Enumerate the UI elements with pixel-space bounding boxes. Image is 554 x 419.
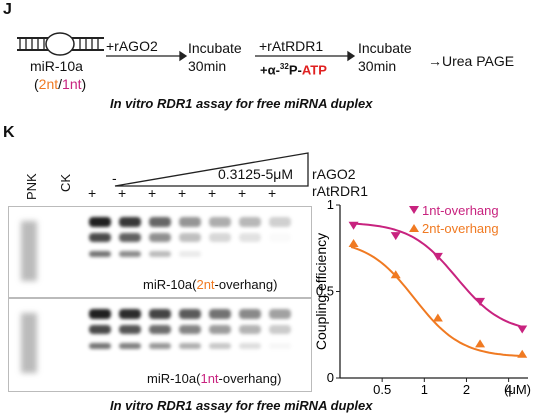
mirna-overhang-label: (2nt/1nt) (34, 76, 87, 92)
data-point-1nt-overhang (390, 232, 401, 241)
y-tick-label: 0.5 (316, 284, 334, 299)
data-point-2nt-overhang (348, 239, 359, 248)
rago2-label: rAGO2 (312, 166, 356, 182)
rago2-concentration: 0.3125-5μM (218, 166, 293, 182)
x-tick-label: 2 (463, 382, 470, 397)
concentration-wedge (114, 152, 309, 187)
legend-entry: 1nt-overhang (422, 203, 499, 218)
panel-j-label: J (3, 1, 12, 18)
fit-curve-1nt-overhang (351, 222, 524, 328)
fit-curve-2nt-overhang (350, 246, 524, 358)
blot-2nt-label: miR-10a(2nt-overhang) (141, 277, 280, 292)
y-axis-label: Coupling efficiency (313, 233, 329, 350)
step-incubate-2-time: 30min (358, 58, 397, 74)
coupling-efficiency-chart: 0 0.5 1 0.5 1 2 4(μM) Coupling efficiency 1nt-ov… (313, 197, 531, 397)
panel-k-caption: In vitro RDR1 assay for free miRNA duple… (110, 398, 373, 413)
workflow-arrows (106, 50, 356, 62)
y-tick-label: 0 (327, 370, 334, 385)
x-unit-label: (μM) (504, 382, 531, 397)
legend-marker (409, 206, 419, 214)
data-point-2nt-overhang (390, 270, 401, 279)
data-point-2nt-overhang (475, 339, 486, 348)
data-point-1nt-overhang (348, 221, 359, 230)
gel-blot-1nt: miR-10a(1nt-overhang) (8, 298, 312, 392)
ratrdr1-label: rAtRDR1 (312, 183, 369, 199)
lane-label-ck: CK (58, 173, 73, 192)
panel-j-caption: In vitro RDR1 assay for free miRNA duple… (110, 96, 373, 111)
step-add-rago2: +rAGO2 (106, 38, 158, 54)
mirna-name: miR-10a (30, 58, 83, 74)
panel-k-label: K (3, 124, 15, 141)
x-tick-label: 0.5 (373, 382, 391, 397)
step-incubate-1: Incubate (188, 40, 242, 56)
step-add-ratrdr1: +rAtRDR1 (259, 38, 324, 54)
lane-label-pnk: PNK (24, 173, 39, 200)
y-tick-label: 1 (327, 197, 334, 212)
minus-sign: - (112, 170, 117, 186)
data-point-1nt-overhang (475, 297, 486, 306)
legend-entry: 2nt-overhang (422, 221, 499, 236)
x-tick-label: 1 (421, 382, 428, 397)
data-point-2nt-overhang (432, 313, 443, 322)
step-add-atp: +α-32P-ATP (260, 62, 327, 78)
step-incubate-2: Incubate (358, 40, 412, 56)
gel-blot-2nt: miR-10a(2nt-overhang) (8, 206, 312, 298)
data-point-1nt-overhang (432, 252, 443, 261)
x-tick-label: 4 (505, 382, 512, 397)
legend-marker (409, 224, 419, 232)
data-point-2nt-overhang (517, 349, 528, 358)
mirna-duplex-icon (17, 32, 104, 56)
step-incubate-1-time: 30min (188, 58, 227, 74)
step-urea-page: →Urea PAGE (428, 53, 515, 69)
blot-1nt-label: miR-10a(1nt-overhang) (145, 371, 284, 386)
data-point-1nt-overhang (517, 325, 528, 334)
